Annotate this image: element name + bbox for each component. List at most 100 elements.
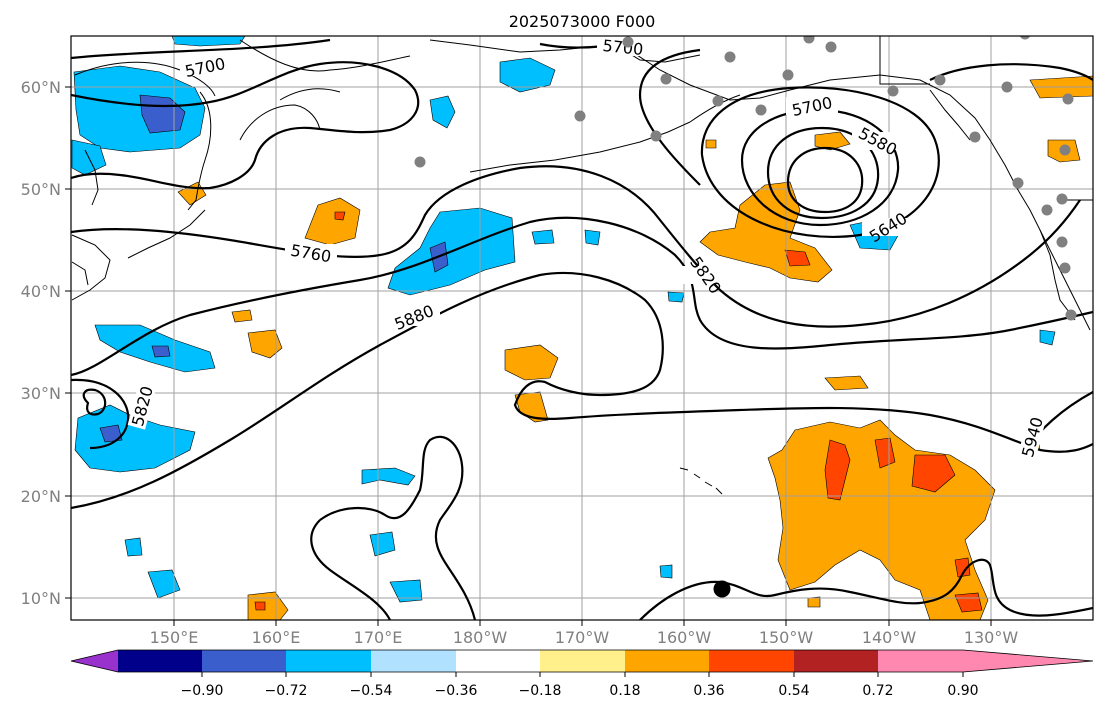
positive-anomaly-blob <box>254 601 266 611</box>
station-dot <box>660 73 672 85</box>
colorbar-segment <box>118 650 203 672</box>
contour-5820 <box>71 216 1093 377</box>
lat-tick-label: 40°N <box>21 282 61 301</box>
sakhalin-coast <box>84 149 99 206</box>
anomaly-shading-positive <box>177 75 1093 620</box>
contour-5880 <box>71 271 1093 510</box>
positive-anomaly-blob <box>504 344 559 381</box>
negative-anomaly-blob <box>429 95 456 129</box>
longitude-labels: 150°E 160°E 170°E 180°W 170°W 160°W 150°… <box>150 628 1019 647</box>
okhotsk-coast <box>74 61 216 97</box>
positive-anomaly-blob <box>824 375 869 391</box>
kuril-islands <box>127 209 206 259</box>
station-dot <box>825 41 837 53</box>
colorbar: −0.90 −0.72 −0.54 −0.36 −0.18 0.18 0.36 … <box>70 649 1094 699</box>
japan-coast <box>71 261 89 286</box>
contour-label-5700: 5700 <box>602 36 644 59</box>
contour-5760 <box>638 48 701 186</box>
colorbar-segment <box>625 650 710 672</box>
latitude-labels: 60°N 50°N 40°N 30°N 20°N 10°N <box>21 78 61 608</box>
station-dot <box>782 69 794 81</box>
contour-5940 <box>319 435 477 620</box>
positive-anomaly-blob <box>874 437 896 469</box>
contour-label-backdrop <box>1017 413 1047 461</box>
positive-anomaly-blob <box>247 591 289 620</box>
positive-anomaly-blob <box>954 557 971 578</box>
station-dot <box>969 131 981 143</box>
positive-anomaly-blob <box>807 596 821 608</box>
station-dot <box>1012 177 1024 189</box>
positive-anomaly-blob <box>705 139 717 149</box>
station-dot <box>887 85 899 97</box>
lat-tick-label: 50°N <box>21 180 61 199</box>
positive-anomaly-blob <box>784 249 811 267</box>
contour-5700 <box>700 86 940 238</box>
bering-coast <box>239 104 321 141</box>
contour-5700 <box>71 61 420 190</box>
contour-label-backdrop <box>786 97 838 115</box>
negative-anomaly-blob <box>499 57 556 93</box>
colorbar-outline <box>70 649 1094 673</box>
lon-tick-label: 170°W <box>555 628 610 647</box>
colorbar-segment <box>878 650 964 672</box>
station-dot <box>1065 309 1077 321</box>
negative-anomaly-blob <box>124 537 143 557</box>
lat-tick-label: 30°N <box>21 384 61 403</box>
lon-tick-label: 170°E <box>354 628 403 647</box>
coastlines <box>71 36 1093 495</box>
colorbar-label: 0.72 <box>862 683 893 699</box>
positive-anomaly-blob <box>814 131 851 151</box>
negative-anomaly-blob <box>147 569 181 599</box>
contour-label-backdrop <box>180 58 230 76</box>
lon-tick-label: 130°W <box>964 628 1019 647</box>
colorbar-segment <box>286 650 372 672</box>
contour-5940 <box>310 519 391 620</box>
station-dot <box>934 74 946 86</box>
station-dot <box>574 110 586 122</box>
colorbar-label: 0.18 <box>609 683 640 699</box>
station-dot <box>1056 193 1068 205</box>
contour-5580 <box>766 126 880 220</box>
station-dot <box>622 36 634 48</box>
lon-tick-label: 180°W <box>453 628 508 647</box>
anadyr-coast <box>279 88 341 101</box>
colorbar-label: −0.72 <box>265 683 308 699</box>
colorbar-segment <box>202 650 287 672</box>
kamchatka-coast <box>187 91 212 211</box>
hokkaido-japan-coast <box>71 234 111 301</box>
contour-5820 <box>71 378 130 450</box>
negative-anomaly-blob <box>659 564 673 579</box>
contour-label-backdrop <box>388 308 440 326</box>
lon-tick-label: 150°E <box>150 628 199 647</box>
station-dot <box>1062 93 1074 105</box>
station-dot <box>1041 204 1053 216</box>
lat-tick-label: 20°N <box>21 487 61 506</box>
colorbar-label: −0.18 <box>519 683 562 699</box>
storm-position-marker <box>713 580 731 598</box>
negative-anomaly-blob <box>1039 329 1056 346</box>
hawaii-islands <box>679 467 723 495</box>
lon-tick-label: 160°W <box>657 628 712 647</box>
contour-label-backdrop <box>852 132 904 150</box>
negative-anomaly-blob <box>584 229 601 246</box>
positive-anomaly-blob <box>824 439 851 501</box>
negative-anomaly-blob <box>151 345 171 358</box>
negative-anomaly-blob <box>74 404 196 473</box>
siberia-coast <box>239 39 411 72</box>
colorbar-label: 0.36 <box>693 683 724 699</box>
station-dot <box>650 130 662 142</box>
station-dot <box>1059 144 1071 156</box>
colorbar-segment <box>456 650 541 672</box>
canada-coast <box>1017 189 1091 331</box>
lon-tick-label: 140°W <box>862 628 917 647</box>
negative-anomaly-blob <box>99 424 123 443</box>
station-dot <box>1056 236 1068 248</box>
contour-label-backdrop <box>862 218 914 236</box>
contour-5700 <box>71 38 331 60</box>
positive-anomaly-blob <box>304 197 361 246</box>
station-dot <box>1019 36 1031 40</box>
station-dot <box>414 156 426 168</box>
colorbar-label: −0.54 <box>350 683 393 699</box>
station-dot <box>1001 81 1013 93</box>
